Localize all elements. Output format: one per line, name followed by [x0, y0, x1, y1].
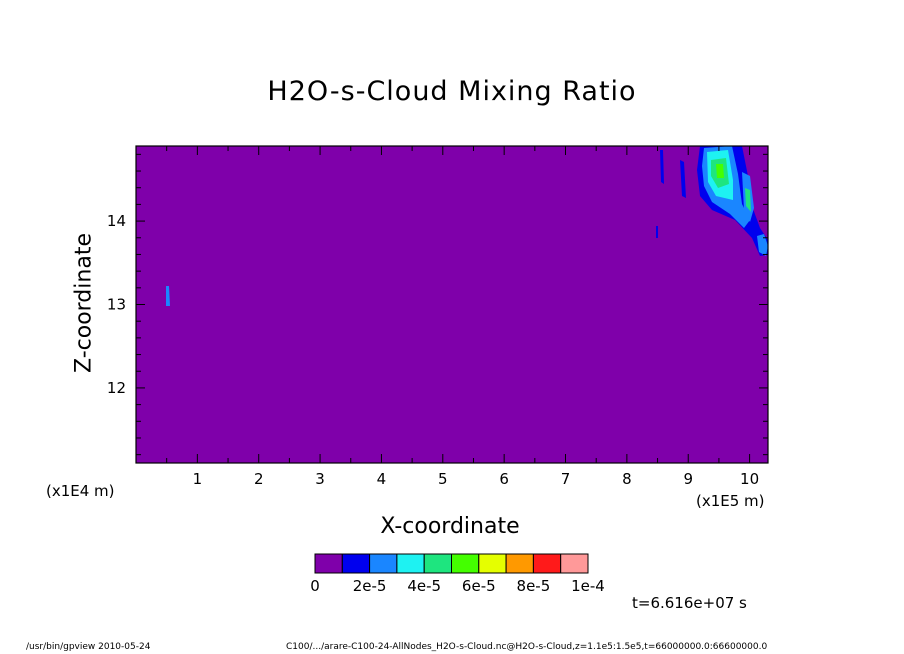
x-tick-label: 6 — [499, 470, 509, 488]
colorbar-label: 8e-5 — [517, 577, 551, 595]
colorbar-swatch — [423, 553, 453, 574]
x-tick-label: 8 — [622, 470, 632, 488]
x-tick-label: 10 — [740, 470, 759, 488]
cloud-contour-12 — [166, 286, 170, 306]
colorbar-label: 2e-5 — [353, 577, 387, 595]
footer-program: /usr/bin/gpview 2010-05-24 — [26, 642, 151, 652]
cloud-contour-9 — [660, 150, 664, 184]
colorbar-swatch — [532, 553, 562, 574]
y-tick-label: 14 — [107, 212, 126, 230]
cloud-contour-11 — [656, 226, 658, 238]
colorbar-swatch — [396, 553, 425, 574]
colorbar-swatch — [341, 553, 371, 574]
x-tick-label: 9 — [683, 470, 693, 488]
colorbar-swatch — [369, 553, 398, 574]
y-tick-label: 12 — [107, 379, 126, 397]
x-axis-label: X-coordinate — [380, 514, 520, 539]
x-tick-label: 2 — [254, 470, 264, 488]
chart-title: H2O-s-Cloud Mixing Ratio — [267, 76, 637, 107]
x-tick-label: 3 — [315, 470, 325, 488]
x-tick-label: 7 — [561, 470, 571, 488]
cloud-contour-5 — [716, 164, 724, 178]
cloud-contour-7 — [745, 188, 751, 212]
colorbar-label: 0 — [310, 577, 320, 595]
x-tick-label: 4 — [377, 470, 387, 488]
z-unit-label: (x1E4 m) — [46, 482, 115, 500]
colorbar-swatch — [314, 553, 343, 574]
cloud-contour-8 — [680, 160, 686, 198]
cloud-contour-10 — [757, 234, 768, 256]
colorbar-swatch — [505, 553, 534, 574]
x-unit-label: (x1E5 m) — [696, 492, 765, 510]
colorbar-swatch — [451, 553, 480, 574]
colorbar-label: 4e-5 — [407, 577, 441, 595]
colorbar-swatch — [478, 553, 507, 574]
x-tick-label: 5 — [438, 470, 448, 488]
time-label: t=6.616e+07 s — [632, 594, 747, 612]
y-tick-label: 13 — [107, 296, 126, 314]
colorbar-swatch — [560, 553, 589, 574]
footer-source: C100/.../arare-C100-24-AllNodes_H2O-s-Cl… — [286, 642, 768, 652]
colorbar-label: 1e-4 — [571, 577, 605, 595]
colorbar-label: 6e-5 — [462, 577, 496, 595]
x-tick-label: 1 — [193, 470, 203, 488]
heatmap-background — [136, 146, 768, 463]
